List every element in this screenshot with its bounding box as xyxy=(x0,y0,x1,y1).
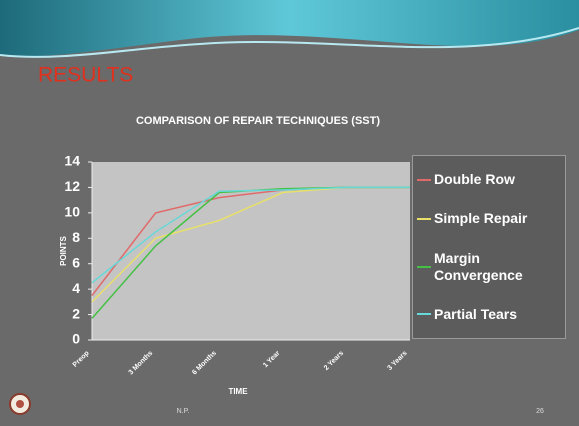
x-tick-label: 6 Months xyxy=(191,350,218,377)
legend-glyph xyxy=(417,313,431,316)
legend-label: Margin Convergence xyxy=(434,249,523,283)
series-line xyxy=(91,186,410,284)
legend-glyph xyxy=(417,265,431,268)
plot-area xyxy=(92,162,410,340)
x-tick-label: 1 Year xyxy=(262,350,282,370)
y-tick-label: 12 xyxy=(64,178,80,194)
y-tick-label: 10 xyxy=(64,204,80,220)
y-axis-label: POINTS xyxy=(59,235,68,265)
header-line xyxy=(0,27,579,58)
y-tick-label: 2 xyxy=(72,305,80,321)
logo xyxy=(9,393,31,415)
footer: N.P. xyxy=(177,408,190,415)
legend-entry: Partial Tears xyxy=(413,306,565,323)
x-tick-label: 3 Months xyxy=(128,350,155,377)
y-tick-label: 8 xyxy=(72,229,80,245)
heading: RESULTS xyxy=(38,64,133,87)
y-tick-label: 4 xyxy=(72,280,80,296)
x-tick-label: 3 Years xyxy=(387,350,409,372)
legend-entry: Simple Repair xyxy=(413,210,565,227)
chart-title: COMPARISON OF REPAIR TECHNIQUES (SST) xyxy=(136,115,380,127)
legend-glyph xyxy=(417,217,431,220)
legend-entry: Margin Convergence xyxy=(413,250,565,284)
y-tick-label: 0 xyxy=(72,331,80,347)
legend-label: Double Row xyxy=(434,171,515,188)
header-wave xyxy=(0,0,579,57)
legend-glyph xyxy=(417,178,431,181)
x-tick-label: Preop xyxy=(72,350,91,369)
y-tick-label: 6 xyxy=(72,254,80,270)
x-tick-label: 2 Years xyxy=(323,350,345,372)
page-number: 26 xyxy=(536,408,544,415)
legend-label: Partial Tears xyxy=(434,305,518,322)
y-tick-label: 14 xyxy=(64,153,80,169)
legend-label: Simple Repair xyxy=(434,210,528,227)
legend: Double Row Simple Repair Margin Convergenc… xyxy=(412,155,566,339)
legend-entry: Double Row xyxy=(413,171,565,188)
x-axis-label: TIME xyxy=(228,387,248,396)
